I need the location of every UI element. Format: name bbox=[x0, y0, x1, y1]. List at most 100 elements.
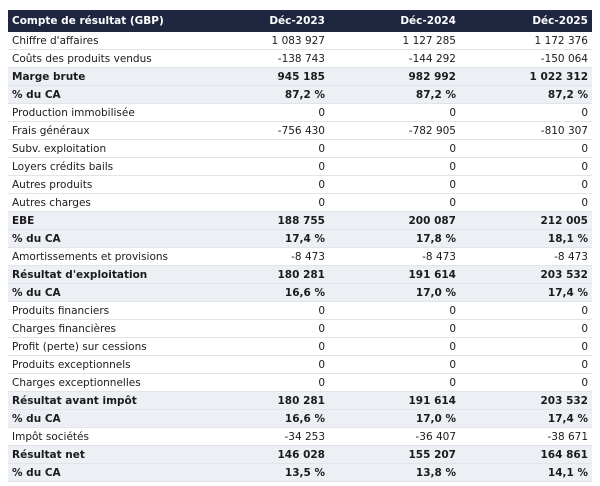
value-cell: 146 028 bbox=[198, 445, 329, 464]
value-cell: 0 bbox=[329, 103, 460, 122]
value-cell: -138 743 bbox=[198, 49, 329, 68]
value-cell: 0 bbox=[198, 373, 329, 392]
value-cell: -38 671 bbox=[460, 427, 592, 446]
table-row: Production immobilisée 0 0 0 bbox=[8, 103, 592, 122]
value-cell: 203 532 bbox=[460, 391, 592, 410]
value-cell: 0 bbox=[329, 373, 460, 392]
value-cell: 0 bbox=[198, 193, 329, 212]
table-row: Charges financières 0 0 0 bbox=[8, 319, 592, 338]
value-cell: 200 087 bbox=[329, 211, 460, 230]
value-cell: 0 bbox=[329, 175, 460, 194]
value-cell: 212 005 bbox=[460, 211, 592, 230]
value-cell: 17,0 % bbox=[329, 283, 460, 302]
value-cell: -782 905 bbox=[329, 121, 460, 140]
row-label: Coûts des produits vendus bbox=[8, 49, 198, 68]
table-row: Autres produits 0 0 0 bbox=[8, 175, 592, 194]
value-cell: -756 430 bbox=[198, 121, 329, 140]
row-label: Profit (perte) sur cessions bbox=[8, 337, 198, 356]
value-cell: 1 127 285 bbox=[329, 32, 460, 50]
row-label: Production immobilisée bbox=[8, 103, 198, 122]
value-cell: 0 bbox=[460, 373, 592, 392]
row-label: Résultat net bbox=[8, 445, 198, 464]
table-row: Produits financiers 0 0 0 bbox=[8, 301, 592, 320]
table-row: EBE 188 755 200 087 212 005 bbox=[8, 211, 592, 230]
value-cell: 14,1 % bbox=[460, 463, 592, 482]
value-cell: 0 bbox=[329, 157, 460, 176]
value-cell: 0 bbox=[198, 319, 329, 338]
row-label: EBE bbox=[8, 211, 198, 230]
value-cell: 17,4 % bbox=[460, 283, 592, 302]
table-title: Compte de résultat (GBP) bbox=[8, 10, 198, 32]
value-cell: 155 207 bbox=[329, 445, 460, 464]
table-row: Résultat d'exploitation 180 281 191 614 203… bbox=[8, 265, 592, 284]
row-label: Résultat d'exploitation bbox=[8, 265, 198, 284]
value-cell: 0 bbox=[460, 139, 592, 158]
row-label: Subv. exploitation bbox=[8, 139, 198, 158]
value-cell: 0 bbox=[460, 337, 592, 356]
value-cell: -8 473 bbox=[460, 247, 592, 266]
row-label: Produits financiers bbox=[8, 301, 198, 320]
value-cell: -150 064 bbox=[460, 49, 592, 68]
table-row: Coûts des produits vendus -138 743 -144 29… bbox=[8, 49, 592, 68]
value-cell: 0 bbox=[460, 157, 592, 176]
value-cell: -36 407 bbox=[329, 427, 460, 446]
value-cell: 16,6 % bbox=[198, 283, 329, 302]
value-cell: 0 bbox=[198, 355, 329, 374]
value-cell: 17,0 % bbox=[329, 409, 460, 428]
table-row: Loyers crédits bails 0 0 0 bbox=[8, 157, 592, 176]
table-row: Chiffre d'affaires 1 083 927 1 127 285 1 17… bbox=[8, 32, 592, 50]
row-label: Frais généraux bbox=[8, 121, 198, 140]
value-cell: 180 281 bbox=[198, 391, 329, 410]
value-cell: 0 bbox=[460, 193, 592, 212]
table-row: % du CA 13,5 % 13,8 % 14,1 % bbox=[8, 463, 592, 482]
row-label: % du CA bbox=[8, 283, 198, 302]
table-row: Frais généraux -756 430 -782 905 -810 307 bbox=[8, 121, 592, 140]
value-cell: 0 bbox=[460, 319, 592, 338]
table-row: Impôt sociétés -34 253 -36 407 -38 671 bbox=[8, 427, 592, 446]
value-cell: 0 bbox=[329, 355, 460, 374]
value-cell: 87,2 % bbox=[329, 85, 460, 104]
table-row: % du CA 16,6 % 17,0 % 17,4 % bbox=[8, 283, 592, 302]
row-label: Chiffre d'affaires bbox=[8, 32, 198, 50]
value-cell: 1 022 312 bbox=[460, 67, 592, 86]
table-row: Résultat net 146 028 155 207 164 861 bbox=[8, 445, 592, 464]
value-cell: 0 bbox=[460, 103, 592, 122]
value-cell: 180 281 bbox=[198, 265, 329, 284]
table-row: Subv. exploitation 0 0 0 bbox=[8, 139, 592, 158]
value-cell: 17,8 % bbox=[329, 229, 460, 248]
value-cell: 191 614 bbox=[329, 265, 460, 284]
value-cell: -34 253 bbox=[198, 427, 329, 446]
value-cell: -810 307 bbox=[460, 121, 592, 140]
value-cell: 0 bbox=[460, 301, 592, 320]
value-cell: 16,6 % bbox=[198, 409, 329, 428]
value-cell: 1 172 376 bbox=[460, 32, 592, 50]
value-cell: 945 185 bbox=[198, 67, 329, 86]
value-cell: 0 bbox=[198, 337, 329, 356]
table-row: Marge brute 945 185 982 992 1 022 312 bbox=[8, 67, 592, 86]
value-cell: 17,4 % bbox=[198, 229, 329, 248]
value-cell: 982 992 bbox=[329, 67, 460, 86]
row-label: % du CA bbox=[8, 229, 198, 248]
value-cell: 164 861 bbox=[460, 445, 592, 464]
row-label: Charges exceptionnelles bbox=[8, 373, 198, 392]
table-row: % du CA 17,4 % 17,8 % 18,1 % bbox=[8, 229, 592, 248]
value-cell: -144 292 bbox=[329, 49, 460, 68]
row-label: Loyers crédits bails bbox=[8, 157, 198, 176]
value-cell: 0 bbox=[460, 175, 592, 194]
value-cell: 0 bbox=[329, 139, 460, 158]
value-cell: 0 bbox=[198, 103, 329, 122]
value-cell: -8 473 bbox=[329, 247, 460, 266]
value-cell: -8 473 bbox=[198, 247, 329, 266]
row-label: Autres produits bbox=[8, 175, 198, 194]
value-cell: 1 083 927 bbox=[198, 32, 329, 50]
table-row: % du CA 87,2 % 87,2 % 87,2 % bbox=[8, 85, 592, 104]
table-row: Autres charges 0 0 0 bbox=[8, 193, 592, 212]
row-label: % du CA bbox=[8, 85, 198, 104]
income-statement: Compte de résultat (GBP) Déc-2023 Déc-2024… bbox=[8, 10, 592, 482]
column-header: Déc-2025 bbox=[460, 10, 592, 32]
value-cell: 13,8 % bbox=[329, 463, 460, 482]
row-label: Impôt sociétés bbox=[8, 427, 198, 446]
row-label: % du CA bbox=[8, 409, 198, 428]
value-cell: 87,2 % bbox=[460, 85, 592, 104]
